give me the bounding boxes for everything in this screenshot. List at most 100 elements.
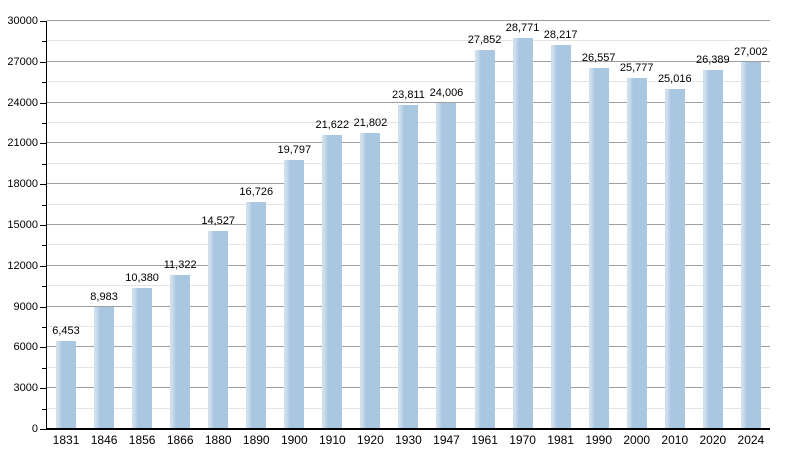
x-tick-label: 1890 [242,433,270,447]
bar-column-2000: 25,777 [618,21,656,429]
bar-2010 [664,88,685,429]
gridline-minor [47,40,770,42]
y-tick-label: 21000 [7,137,38,150]
y-tick-label: 6000 [13,341,38,354]
bar-column-1866: 11,322 [161,21,199,429]
plot-area: 6,453 8,983 10,380 11,322 14,527 16,726 19,797… [47,20,770,429]
x-tick-label: 1910 [319,433,346,447]
x-tick-label: 1930 [395,433,422,447]
bar-1831 [56,341,77,429]
y-tick-label: 30000 [7,15,38,27]
y-minor-tick-mark [42,123,46,124]
y-tick-label: 27000 [7,55,38,68]
bar-value-label: 28,771 [505,21,540,34]
x-tick-label: 2010 [661,433,689,447]
bar-2000 [626,78,647,429]
x-tick-label: 1866 [166,433,194,447]
bar-column-2010: 25,016 [656,21,694,429]
bar-1866 [170,275,191,429]
x-tick-label: 2020 [699,433,727,447]
y-tick-mark [40,143,46,145]
x-tick-label: 1990 [585,433,613,447]
bar-column-1961: 27,852 [466,21,504,429]
gridline-major [47,20,770,21]
bar-1990 [588,67,609,429]
y-tick-mark [40,102,46,104]
y-tick-label: 24000 [7,96,38,109]
bar-2020 [702,70,723,429]
y-tick-label: 0 [31,423,38,435]
bar-column-1981: 28,217 [542,21,580,429]
y-tick-mark [40,388,46,390]
y-tick-mark [40,265,46,267]
bar-column-1856: 10,380 [123,21,161,429]
bar-column-1831: 6,453 [47,21,85,429]
bar-column-2024: 27,002 [732,21,770,429]
bar-value-label: 26,389 [695,54,730,67]
bar-value-label: 27,002 [734,45,768,58]
bar-1930 [398,105,419,429]
bar-value-label: 23,811 [392,89,425,102]
x-tick-label: 1970 [509,433,536,447]
bar-value-label: 26,557 [581,51,616,64]
y-tick-label: 15000 [7,219,38,231]
y-tick-mark [40,184,46,186]
bar-1880 [208,231,229,429]
bar-value-label: 21,802 [353,116,388,129]
x-tick-label: 1961 [471,433,498,447]
bar-column-1846: 8,983 [85,21,123,429]
y-minor-tick-mark [42,204,46,206]
y-minor-tick-mark [42,82,46,84]
y-minor-tick-mark [42,163,46,165]
x-tick-label: 1880 [204,433,232,447]
x-tick-label: 1920 [357,433,384,447]
y-minor-tick-mark [42,41,46,43]
bar-value-label: 25,777 [619,62,654,75]
x-tick-label: 1856 [128,433,156,447]
y-minor-tick-mark [42,408,46,410]
bar-value-label: 28,217 [543,29,578,42]
y-tick-label: 12000 [7,259,38,272]
bar-1890 [246,201,267,429]
x-axis-line [46,428,770,430]
x-tick-label: 2024 [737,433,765,447]
bar-value-label: 24,006 [429,86,464,99]
x-tick-label: 2000 [623,433,651,447]
y-minor-tick-mark [42,286,46,288]
bar-1947 [436,102,457,429]
bar-value-label: 10,380 [125,271,159,284]
y-tick-mark [40,347,46,349]
x-tick-label: 1831 [52,433,80,447]
bar-1846 [94,306,115,429]
y-tick-label: 3000 [13,382,38,395]
x-tick-label: 1846 [90,433,118,447]
y-tick-mark [40,21,46,22]
bar-column-1910: 21,622 [313,21,351,429]
bar-column-1970: 28,771 [504,21,542,429]
y-tick-mark [40,61,46,63]
bars-layer: 6,453 8,983 10,380 11,322 14,527 16,726 19,797… [47,21,770,429]
gridline-major [47,101,770,103]
bar-1856 [132,287,153,429]
bar-1920 [360,132,381,429]
bar-1961 [474,50,495,429]
bar-column-1920: 21,802 [351,21,389,429]
x-tick-label: 1900 [280,433,308,447]
bar-value-label: 8,983 [90,290,118,303]
bar-2024 [740,61,761,429]
bar-column-1930: 23,811 [389,21,427,429]
bar-column-2020: 26,389 [694,21,732,429]
bar-value-label: 16,726 [239,185,274,198]
y-minor-tick-mark [42,245,46,247]
bar-column-1990: 26,557 [580,21,618,429]
y-tick-label: 18000 [7,178,38,191]
bar-value-label: 19,797 [277,143,312,156]
bar-value-label: 27,852 [467,34,502,47]
bar-1910 [322,134,343,429]
bar-value-label: 25,016 [657,72,692,85]
gridline-major [47,60,770,62]
bar-1970 [512,37,533,429]
y-tick-label: 9000 [13,300,38,313]
y-tick-mark [40,306,46,308]
